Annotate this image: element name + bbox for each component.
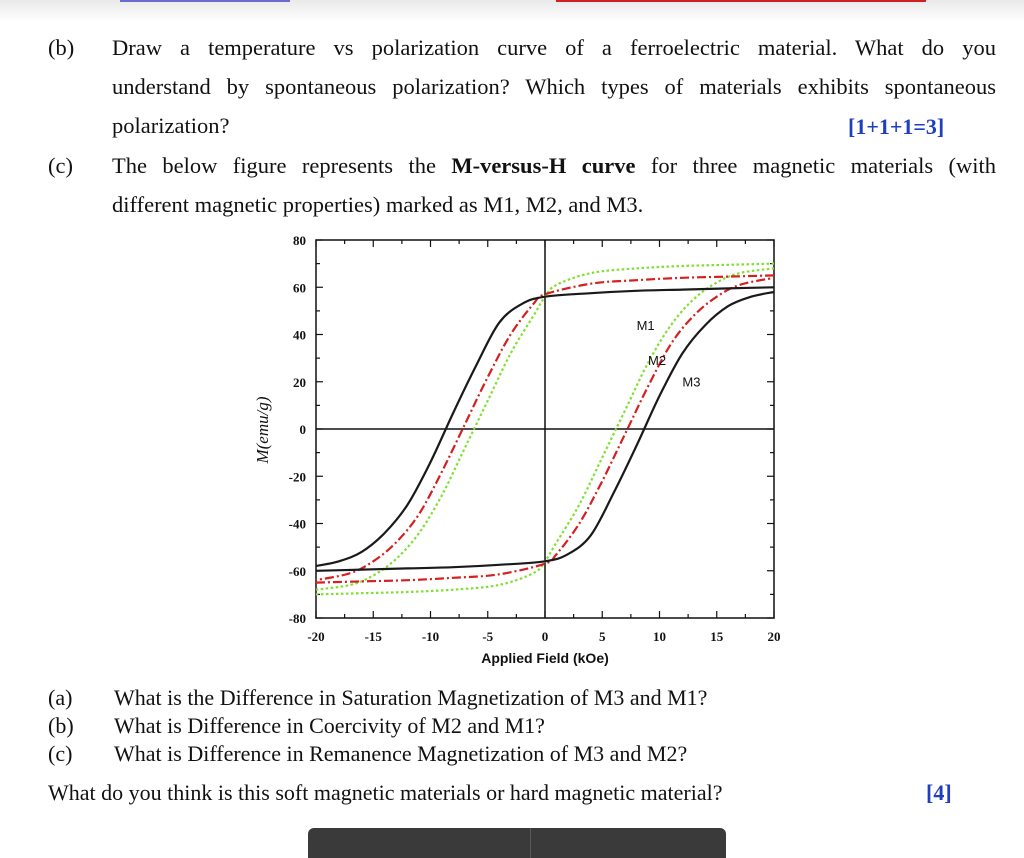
y-tick-label: -40 [289,517,306,532]
x-tick-label: 0 [542,629,549,644]
y-tick-label: -60 [289,564,306,579]
sub-question-b-label: (b) [48,713,74,738]
x-tick-label: 20 [768,629,781,644]
sub-question-c-label: (c) [48,741,73,766]
toolbar-divider [530,828,531,858]
final-question-marks: [4] [926,780,952,805]
annotation-m2: M2 [648,353,666,368]
sub-question-a-text: What is the Difference in Saturation Mag… [114,685,708,710]
question-b-line1: Draw a temperature vs polarization curve… [112,35,996,60]
x-tick-label: 5 [599,629,606,644]
x-tick-label: 15 [710,629,724,644]
annotation-m1: M1 [637,318,655,333]
series-m2-descending [315,274,775,582]
question-c-line1-pre: The below figure represents the [112,153,452,178]
question-c-label: (c) [48,153,73,178]
series-m2-ascending [315,276,775,584]
y-tick-label: 80 [293,233,306,248]
y-tick-label: -20 [289,469,306,484]
x-tick-label: -20 [307,629,324,644]
blue-underline-fragment [120,0,290,2]
question-b-line2: understand by spontaneous polarization? … [112,74,996,99]
sub-question-a-label: (a) [48,685,73,710]
annotation-m3: M3 [682,374,700,389]
question-c-line1-post: for three magnetic materials (with [635,153,997,178]
y-axis-label: M(emu/g) [253,396,272,464]
series-m1-descending [315,286,775,568]
series-m1-ascending [315,290,775,572]
x-axis-label: Applied Field (kOe) [481,650,609,666]
sub-question-c-text: What is Difference in Remanence Magnetiz… [114,741,688,766]
red-underline-fragment [556,0,926,2]
bottom-toolbar[interactable] [308,828,726,858]
y-tick-label: 40 [293,328,306,343]
y-tick-label: 0 [300,422,307,437]
question-c-line1: The below figure represents the M-versus… [112,146,996,185]
y-tick-label: -80 [289,611,306,626]
y-tick-label: 60 [293,280,306,295]
final-question: What do you think is this soft magnetic … [48,780,723,805]
x-tick-label: -10 [422,629,439,644]
x-tick-label: -5 [482,629,493,644]
mh-hysteresis-chart: M(emu/g) Applied Field (kOe) -20 -15 -10 -5… [253,233,781,666]
question-b: (b) Draw a temperature vs polarization c… [48,28,998,148]
question-c-bold-term: M-versus-H curve [451,153,636,178]
question-b-marks: [1+1+1=3] [848,114,945,139]
question-b-line3: polarization? [112,113,230,138]
sub-question-b-text: What is Difference in Coercivity of M2 a… [114,713,545,738]
x-tick-label: -15 [365,629,383,644]
top-strip [0,0,1024,22]
y-tick-label: 20 [293,375,306,390]
question-b-label: (b) [48,35,75,60]
x-tick-label: 10 [653,629,666,644]
question-c: (c) The below figure represents the M-ve… [48,146,998,226]
question-c-line2: different magnetic properties) marked as… [112,192,644,217]
